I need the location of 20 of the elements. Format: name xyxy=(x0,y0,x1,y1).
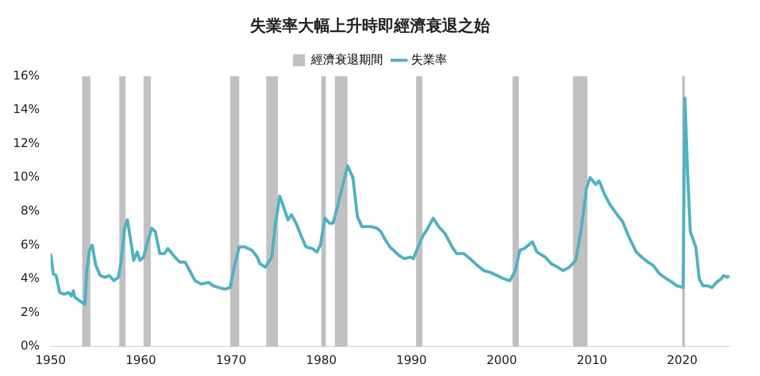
y-tick-label: 2% xyxy=(20,304,40,319)
y-tick-label: 6% xyxy=(20,237,40,252)
y-tick-label: 4% xyxy=(20,271,40,286)
y-tick-label: 14% xyxy=(13,102,40,116)
legend-label: 失業率 xyxy=(411,52,447,66)
x-tick-label: 1990 xyxy=(396,352,427,367)
y-tick-label: 8% xyxy=(20,204,40,218)
x-tick-label: 1950 xyxy=(35,352,66,367)
y-tick-label: 0% xyxy=(20,338,40,353)
y-tick-label: 16% xyxy=(13,68,40,82)
chart-title: 失業率大幅上升時即經濟衰退之始 xyxy=(250,16,491,35)
x-tick-label: 2010 xyxy=(576,352,608,367)
x-tick-label: 2020 xyxy=(666,352,698,367)
x-tick-label: 1970 xyxy=(216,352,246,367)
y-tick-label: 10% xyxy=(13,170,40,184)
x-tick-label: 2000 xyxy=(486,352,518,367)
y-tick-label: 12% xyxy=(13,136,40,150)
legend-label: 經濟衰退期間 xyxy=(310,52,383,66)
x-tick-label: 1980 xyxy=(306,352,337,367)
x-tick-label: 1960 xyxy=(126,352,156,367)
